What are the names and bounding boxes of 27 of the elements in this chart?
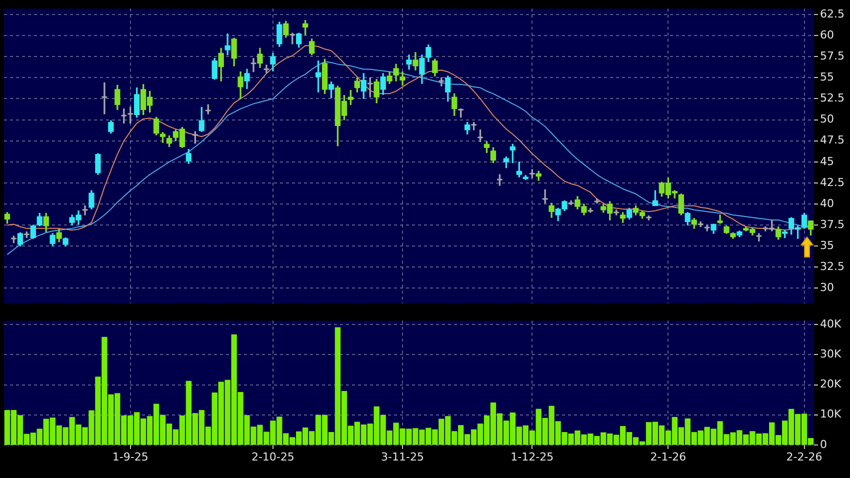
y-tick-label: 42.5 xyxy=(820,176,844,189)
x-tick-label: 2-2-26 xyxy=(786,450,822,464)
y-tick-label: 60 xyxy=(820,28,834,42)
x-tick-label: 1-9-25 xyxy=(112,450,148,464)
y-tick-label: 30 xyxy=(820,281,834,294)
candlestick xyxy=(264,64,270,73)
y-tick-label: 0 xyxy=(820,438,827,451)
y-tick-label: 40K xyxy=(820,317,842,330)
y-tick-label: 50 xyxy=(820,112,834,126)
y-tick-label: 52.5 xyxy=(820,92,844,105)
y-tick-label: 45 xyxy=(820,154,834,168)
y-tick-label: 10K xyxy=(820,408,842,421)
y-tick-label: 35 xyxy=(820,238,834,252)
y-tick-label: 30K xyxy=(820,347,842,360)
x-tick-label: 3-11-25 xyxy=(381,450,424,464)
x-tick-label: 1-12-25 xyxy=(510,450,554,464)
y-tick-label: 55 xyxy=(820,70,834,84)
x-tick-label: 2-10-25 xyxy=(251,450,294,464)
y-tick-label: 62.5 xyxy=(820,7,844,20)
y-tick-label: 20K xyxy=(820,378,842,391)
y-tick-label: 57.5 xyxy=(820,49,844,62)
x-tick-label: 2-1-26 xyxy=(650,450,686,464)
candlestick xyxy=(224,34,230,56)
y-tick-label: 40 xyxy=(820,196,834,210)
y-tick-label: 47.5 xyxy=(820,134,844,147)
y-tick-label: 37.5 xyxy=(820,218,844,231)
y-tick-label: 32.5 xyxy=(820,260,844,274)
